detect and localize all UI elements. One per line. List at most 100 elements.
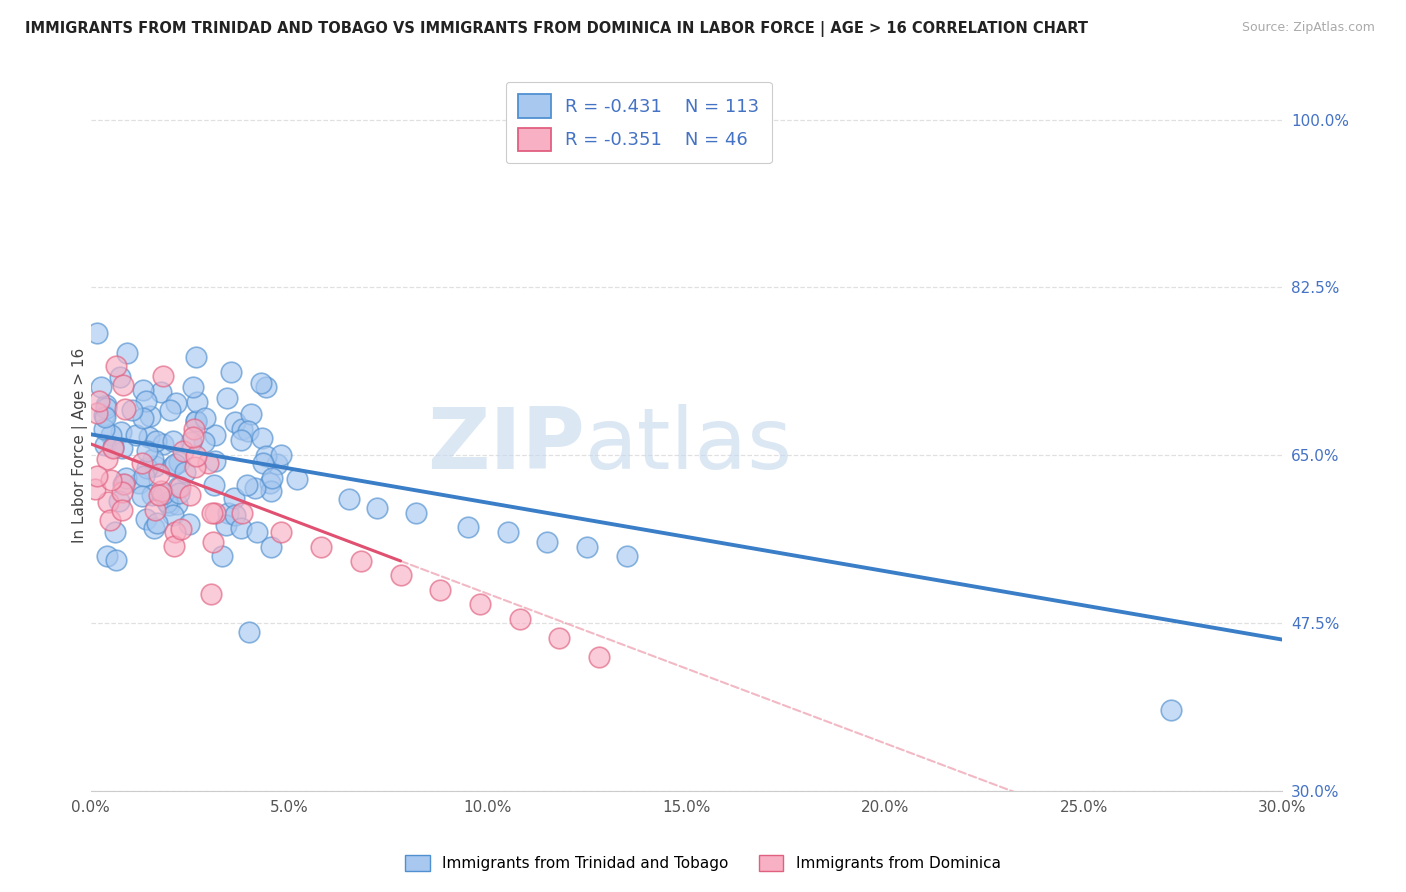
Point [173, 465, 195, 479]
Point [285, 472, 308, 486]
Point [100, 428, 122, 442]
Point [98, 513, 121, 527]
Point [266, 457, 288, 471]
Point [194, 411, 217, 425]
Point [167, 486, 190, 500]
Point [142, 452, 165, 467]
Point [93, 409, 115, 424]
Point [217, 391, 239, 405]
Point [183, 422, 205, 436]
Point [159, 402, 181, 417]
Point [172, 443, 194, 458]
Point [155, 495, 177, 509]
Point [204, 506, 226, 520]
Point [200, 587, 222, 601]
Point [166, 479, 188, 493]
Point [1160, 703, 1182, 717]
Point [93, 409, 115, 423]
Point [135, 394, 157, 409]
Point [496, 525, 519, 540]
Point [103, 441, 125, 455]
Point [145, 516, 167, 531]
Point [243, 481, 266, 495]
Point [405, 506, 427, 520]
Point [111, 477, 134, 491]
Point [107, 493, 129, 508]
Legend: R = -0.431    N = 113, R = -0.351    N = 46: R = -0.431 N = 113, R = -0.351 N = 46 [506, 82, 772, 163]
Point [179, 488, 201, 502]
Point [179, 517, 201, 532]
Legend: Immigrants from Trinidad and Tobago, Immigrants from Dominica: Immigrants from Trinidad and Tobago, Imm… [399, 849, 1007, 877]
Point [183, 459, 205, 474]
Point [252, 456, 274, 470]
Text: ZIP: ZIP [427, 404, 585, 487]
Text: atlas: atlas [585, 404, 793, 487]
Point [260, 541, 283, 555]
Point [165, 457, 187, 471]
Point [163, 539, 186, 553]
Point [180, 435, 202, 450]
Point [149, 483, 172, 498]
Point [576, 540, 599, 554]
Point [152, 368, 174, 383]
Point [366, 501, 388, 516]
Point [131, 456, 153, 470]
Point [93, 422, 115, 436]
Point [166, 497, 188, 511]
Point [86, 468, 108, 483]
Point [236, 478, 259, 492]
Point [121, 403, 143, 417]
Point [143, 521, 166, 535]
Point [536, 534, 558, 549]
Point [270, 525, 292, 540]
Point [94, 438, 117, 452]
Point [204, 454, 226, 468]
Point [157, 498, 180, 512]
Point [186, 450, 208, 464]
Point [204, 428, 226, 442]
Y-axis label: In Labor Force | Age > 16: In Labor Force | Age > 16 [72, 348, 87, 543]
Point [165, 396, 187, 410]
Point [145, 458, 167, 473]
Point [231, 422, 253, 436]
Point [350, 554, 373, 568]
Point [224, 415, 246, 429]
Point [254, 380, 277, 394]
Point [509, 611, 531, 625]
Point [211, 549, 233, 563]
Point [96, 549, 118, 563]
Point [229, 521, 252, 535]
Point [181, 380, 204, 394]
Point [250, 431, 273, 445]
Point [96, 452, 118, 467]
Point [138, 429, 160, 443]
Point [202, 478, 225, 492]
Point [111, 377, 134, 392]
Point [141, 487, 163, 501]
Point [270, 448, 292, 462]
Point [128, 475, 150, 490]
Point [186, 394, 208, 409]
Point [186, 414, 208, 428]
Point [201, 506, 224, 520]
Point [238, 425, 260, 439]
Point [238, 625, 260, 640]
Point [616, 549, 638, 563]
Point [259, 475, 281, 490]
Point [111, 484, 134, 499]
Point [135, 512, 157, 526]
Point [202, 534, 225, 549]
Point [136, 444, 159, 458]
Point [94, 401, 117, 416]
Point [97, 495, 120, 509]
Point [224, 508, 246, 522]
Point [108, 369, 131, 384]
Point [132, 468, 155, 483]
Point [197, 457, 219, 471]
Point [111, 441, 134, 455]
Point [217, 506, 239, 520]
Point [588, 649, 610, 664]
Point [100, 473, 122, 487]
Point [110, 425, 132, 439]
Point [309, 540, 332, 554]
